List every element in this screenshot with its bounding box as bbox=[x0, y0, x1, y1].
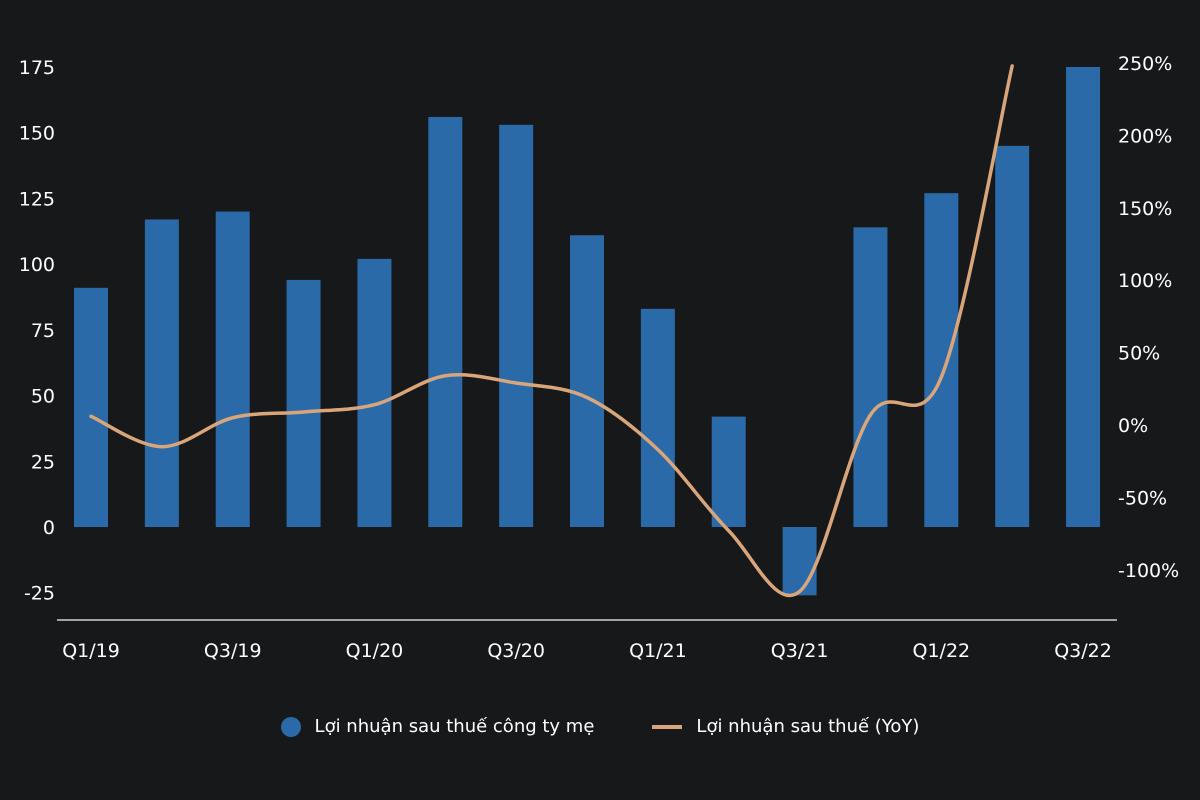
x-tick-label: Q1/21 bbox=[629, 640, 687, 662]
bar-Q3/19[interactable] bbox=[215, 211, 250, 528]
bar-Q3/20[interactable] bbox=[499, 124, 534, 527]
x-tick-label: Q1/20 bbox=[346, 640, 404, 662]
bar-Q1/20[interactable] bbox=[357, 258, 392, 527]
x-tick-label: Q3/19 bbox=[204, 640, 262, 662]
left-tick-label: 0 bbox=[43, 517, 55, 539]
bar-Q2/22[interactable] bbox=[995, 145, 1030, 527]
right-tick-label: 200% bbox=[1118, 125, 1172, 147]
legend-label-line: Lợi nhuận sau thuế (YoY) bbox=[696, 716, 920, 737]
right-tick-label: 0% bbox=[1118, 415, 1148, 437]
left-tick-label: 175 bbox=[19, 57, 55, 79]
x-tick-label: Q3/20 bbox=[487, 640, 545, 662]
bar-Q4/20[interactable] bbox=[570, 235, 605, 527]
bar-Q4/21[interactable] bbox=[853, 227, 888, 528]
yoy-line bbox=[89, 64, 1014, 598]
bar-Q1/22[interactable] bbox=[924, 193, 959, 527]
legend-label-bar: Lợi nhuận sau thuế công ty mẹ bbox=[314, 716, 595, 737]
legend-item-bar[interactable]: Lợi nhuận sau thuế công ty mẹ bbox=[280, 716, 595, 737]
right-tick-label: 250% bbox=[1118, 53, 1172, 75]
right-tick-label: -100% bbox=[1118, 560, 1179, 582]
x-tick-label: Q1/19 bbox=[62, 640, 120, 662]
legend: Lợi nhuận sau thuế công ty mẹ Lợi nhuận … bbox=[0, 716, 1200, 737]
x-tick-label: Q3/22 bbox=[1054, 640, 1112, 662]
left-tick-label: 50 bbox=[31, 386, 55, 408]
left-tick-label: 25 bbox=[31, 451, 55, 473]
bar-Q1/21[interactable] bbox=[640, 308, 675, 527]
bar-Q4/19[interactable] bbox=[286, 279, 321, 527]
left-tick-label: 100 bbox=[19, 254, 55, 276]
bar-Q2/20[interactable] bbox=[428, 116, 463, 527]
left-tick-label: -25 bbox=[24, 583, 55, 605]
chart: -25 0 25 50 75 100 125 150 175 -100% -50% 0% 50% 100… bbox=[19, 53, 1179, 662]
legend-dot-icon bbox=[280, 716, 301, 737]
x-tick-label: Q1/22 bbox=[913, 640, 971, 662]
bar-Q1/19[interactable] bbox=[74, 287, 108, 527]
left-tick-label: 75 bbox=[31, 320, 55, 342]
legend-item-line[interactable]: Lợi nhuận sau thuế (YoY) bbox=[652, 716, 919, 737]
left-tick-label: 125 bbox=[19, 188, 55, 210]
right-tick-label: 50% bbox=[1118, 343, 1160, 365]
right-tick-label: 100% bbox=[1118, 270, 1172, 292]
x-tick-label: Q3/21 bbox=[771, 640, 829, 662]
right-tick-label: -50% bbox=[1118, 487, 1167, 509]
left-tick-label: 150 bbox=[19, 123, 55, 145]
bar-Q2/21[interactable] bbox=[711, 416, 746, 527]
legend-line-icon bbox=[652, 724, 683, 729]
right-tick-label: 150% bbox=[1118, 198, 1172, 220]
bar-Q2/19[interactable] bbox=[144, 219, 179, 527]
bar-Q3/22[interactable] bbox=[1066, 67, 1101, 527]
bar-Q3/21[interactable] bbox=[782, 527, 817, 596]
